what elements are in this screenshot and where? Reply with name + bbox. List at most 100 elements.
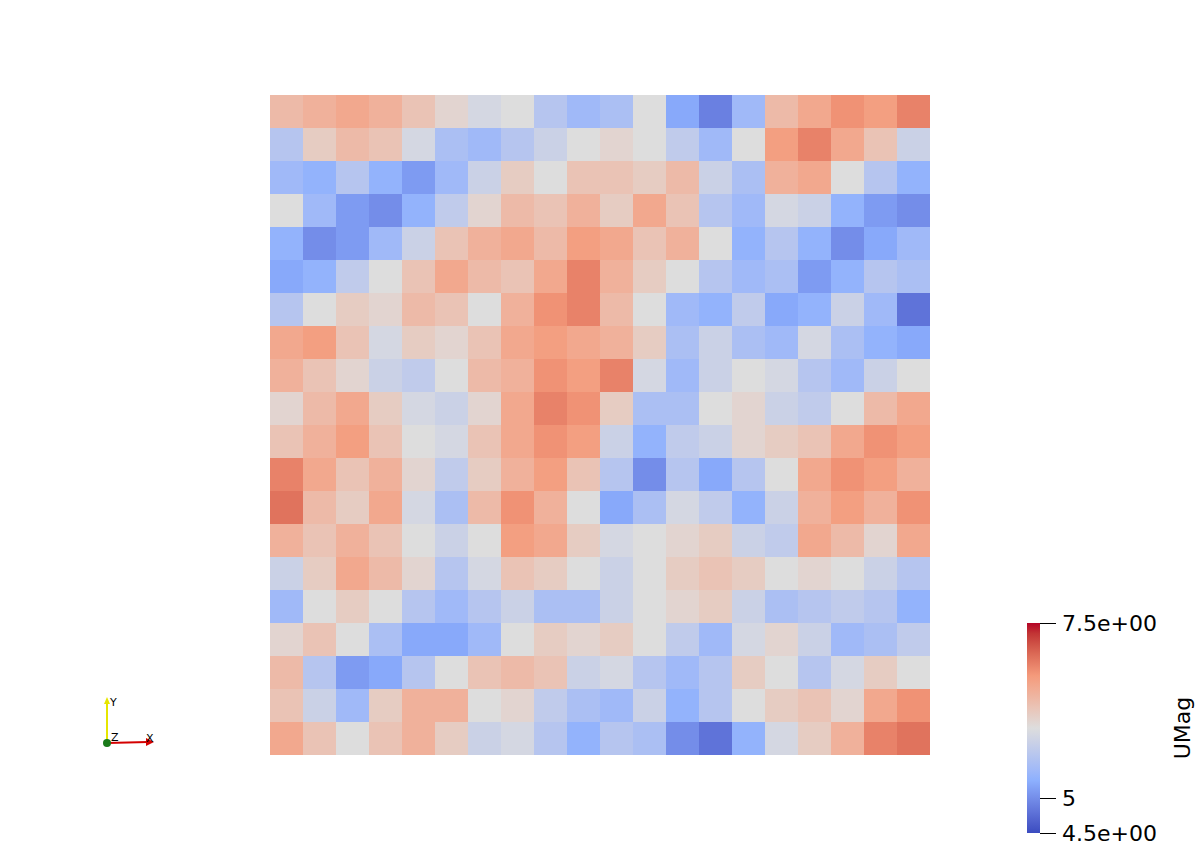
cell [831,623,865,657]
cell [369,128,403,162]
cell [699,260,733,294]
cell [765,293,799,327]
cell [303,590,337,624]
cell [336,293,370,327]
cell [600,524,634,558]
cell [798,260,832,294]
cell [897,392,930,426]
cell [897,194,930,228]
cell [765,689,799,723]
cell [435,326,469,360]
cell [534,293,568,327]
cell [567,656,601,690]
cell [864,359,898,393]
cell [633,425,667,459]
canvas: 7.5e+0054.5e+00UMagYZX [0,0,1200,850]
cell [864,458,898,492]
cell [897,689,930,723]
cell [666,689,700,723]
cell [699,656,733,690]
cell [732,326,766,360]
cell [765,557,799,591]
cell [765,722,799,755]
cell [633,359,667,393]
cell [666,128,700,162]
cell [369,656,403,690]
cell [270,557,304,591]
cell [270,128,304,162]
cell [897,425,930,459]
cell [600,128,634,162]
cell [501,623,535,657]
cell [270,722,304,755]
axes-triad: YZX [103,696,154,747]
cell [897,491,930,525]
cell [765,359,799,393]
cell [270,689,304,723]
cell [732,656,766,690]
cell [303,359,337,393]
cell [336,194,370,228]
cell [765,128,799,162]
cell [798,590,832,624]
cell [534,326,568,360]
cell [336,491,370,525]
colorbar-tick: 4.5e+00 [1040,821,1157,846]
cell [303,689,337,723]
cell [798,128,832,162]
cell [435,623,469,657]
cell [666,260,700,294]
cell [699,359,733,393]
cell [699,458,733,492]
cell [666,95,700,129]
cell [567,293,601,327]
triad-x-label: X [146,732,154,745]
cell [765,326,799,360]
cell [336,326,370,360]
cell [732,491,766,525]
cell [831,95,865,129]
cell [435,557,469,591]
cell [600,95,634,129]
cell [567,326,601,360]
cell [864,392,898,426]
cell [270,227,304,261]
cell [369,359,403,393]
cell [633,656,667,690]
cell [534,524,568,558]
cell [567,161,601,195]
cell [534,689,568,723]
cell [600,557,634,591]
cell [369,722,403,755]
cell [369,590,403,624]
cell [864,623,898,657]
cell [765,95,799,129]
cell [567,623,601,657]
cell [699,194,733,228]
cell [468,227,502,261]
cell [435,656,469,690]
cell [468,557,502,591]
cell [402,689,436,723]
cell [402,326,436,360]
cell [468,359,502,393]
cell [666,425,700,459]
cell [864,656,898,690]
cell [270,623,304,657]
cell [270,95,304,129]
cell [600,623,634,657]
cell [468,194,502,228]
cell [798,227,832,261]
cell [732,227,766,261]
cell [567,458,601,492]
cell [666,557,700,591]
heatmap-cells [270,95,930,755]
cell [897,623,930,657]
cell [831,722,865,755]
cell [501,524,535,558]
cell [336,524,370,558]
cell [864,689,898,723]
cell [435,425,469,459]
cell [765,524,799,558]
cell [633,491,667,525]
